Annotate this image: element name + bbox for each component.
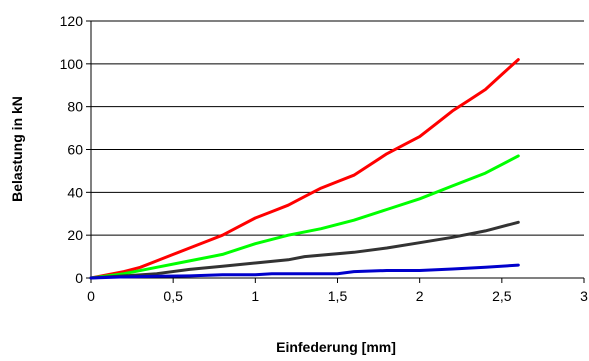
x-tick-label: 1 — [251, 288, 259, 304]
x-axis-title: Einfederung [mm] — [276, 339, 396, 355]
y-tick-label: 0 — [75, 270, 83, 286]
series-line-3 — [89, 220, 520, 280]
y-tick-label: 100 — [60, 56, 84, 72]
y-tick-label: 80 — [67, 99, 83, 115]
y-tick-label: 120 — [60, 13, 84, 29]
series-line-2 — [89, 154, 520, 280]
x-tick-label: 1,5 — [328, 288, 348, 304]
axes — [86, 20, 585, 283]
y-tick-label: 60 — [67, 142, 83, 158]
x-tick-label: 2,5 — [492, 288, 512, 304]
tick-labels: 0 20 40 60 80 100 120 0 0,5 1 1,5 2 2,5 3 — [60, 13, 588, 304]
x-tick-label: 2 — [416, 288, 424, 304]
y-axis-title: Belastung in kN — [9, 96, 25, 202]
x-tick-label: 0,5 — [163, 288, 183, 304]
series-line-1 — [89, 58, 520, 280]
y-tick-label: 20 — [67, 227, 83, 243]
series-lines — [89, 58, 520, 280]
gridlines — [91, 20, 584, 236]
y-tick-label: 40 — [67, 184, 83, 200]
x-tick-label: 0 — [87, 288, 95, 304]
x-tick-label: 3 — [580, 288, 588, 304]
series-line-4 — [89, 263, 520, 280]
